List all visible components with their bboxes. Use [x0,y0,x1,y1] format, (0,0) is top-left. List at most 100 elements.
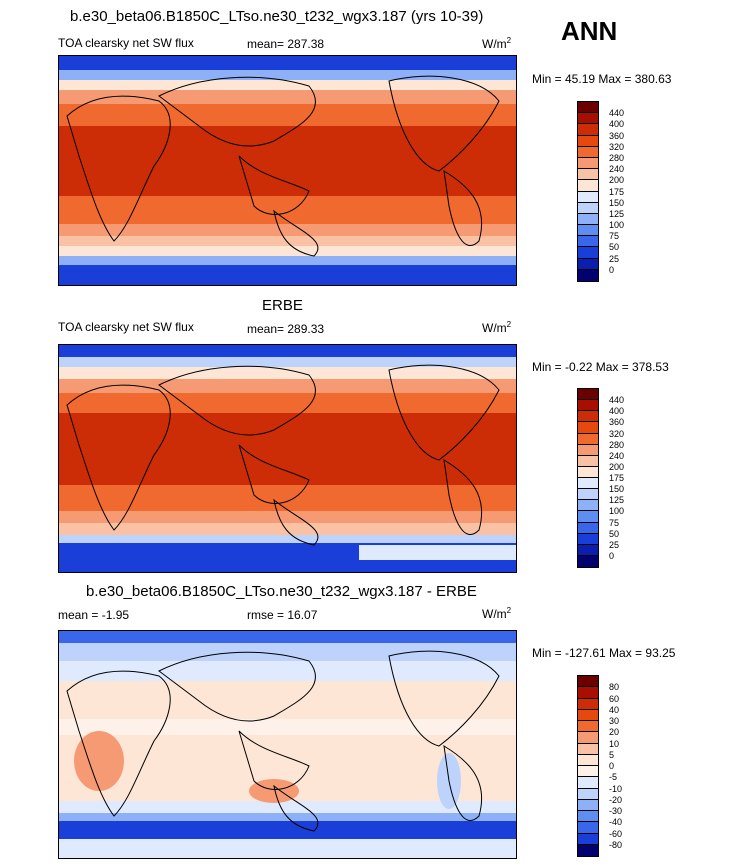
colorbar-tick-label: -5 [609,772,618,783]
colorbar-tick-label: 40 [609,704,620,715]
panel-minmax: Min = -0.22 Max = 378.53 [532,360,669,374]
colorbar-tick-label: 20 [609,727,620,738]
colorbar-tick-label: 80 [609,682,620,693]
panel-mean-label: mean= 287.38 [247,37,325,51]
panel-left-label: TOA clearsky net SW flux [58,36,194,50]
panel-minmax: Min = -127.61 Max = 93.25 [532,646,676,660]
colorbar-swatch [578,389,598,401]
colorbar-swatch [578,511,598,523]
colorbar-tick-label: 50 [609,242,620,253]
colorbar-tick-label: 25 [609,253,620,264]
colorbar-tick-label: 175 [609,473,625,483]
colorbar-swatch [578,721,598,733]
colorbar-tick-label: 360 [609,417,625,428]
colorbar-swatch [578,811,598,823]
colorbar-swatch [578,833,598,845]
panel-units: W/m2 [482,606,512,621]
colorbar-swatch [578,157,598,170]
colorbar-tick-label: 200 [609,175,625,186]
colorbar-swatch [578,269,598,281]
colorbar-tick-label: -10 [609,783,623,794]
colorbar-swatch [578,687,598,699]
colorbar-obs [577,388,599,568]
map-model [58,55,517,286]
colorbar-tick-label: 75 [609,231,620,242]
colorbar-tick-label: 125 [609,495,625,506]
panel-mean-label: mean= 289.33 [247,322,325,336]
colorbar-swatch [578,102,598,114]
colorbar-tick-label: 400 [609,406,625,417]
colorbar-tick-label: 150 [609,197,625,208]
colorbar-swatch [578,113,598,125]
colorbar-tick-label: 200 [609,461,625,472]
panel-minmax: Min = 45.19 Max = 380.63 [532,72,672,86]
colorbar-swatch [578,258,598,270]
colorbar-swatch [578,500,598,512]
colorbar-tick-label: 440 [609,108,625,119]
colorbar-swatch [578,433,598,445]
colorbar-swatch [578,400,598,412]
main-title: b.e30_beta06.B1850C_LTso.ne30_t232_wgx3.… [70,8,484,25]
colorbar-swatch [578,799,598,811]
colorbar-tick-label: 30 [609,716,620,726]
colorbar-swatch [578,788,598,800]
colorbar-tick-label: 125 [609,208,625,219]
colorbar-swatch [578,522,598,534]
panel-rmse-label: rmse = 16.07 [247,608,318,622]
colorbar-swatch [578,135,598,147]
colorbar-swatch [578,698,598,710]
colorbar-swatch [578,676,598,688]
colorbar-swatch [578,743,598,755]
colorbar-swatch [578,709,598,721]
colorbar-tick-label: 440 [609,395,625,406]
colorbar-tick-label: 400 [609,119,625,130]
colorbar-swatch [578,489,598,501]
panel-title: ERBE [262,297,303,314]
map-obs [58,344,517,573]
colorbar-tick-label: 25 [609,539,620,550]
colorbar-tick-label: -40 [609,817,623,828]
colorbar-swatch [578,124,598,136]
colorbar-swatch [578,455,598,467]
colorbar-swatch [578,533,598,545]
colorbar-swatch [578,466,598,478]
map-model-field [59,56,516,285]
colorbar-tick-label: 100 [609,506,625,517]
colorbar-swatch [578,444,598,456]
colorbar-tick-label: 50 [609,528,620,539]
colorbar-swatch [578,411,598,423]
map-obs-field [59,345,516,572]
colorbar-tick-label: 5 [609,749,615,760]
colorbar-swatch [578,777,598,789]
colorbar-swatch [578,202,598,214]
colorbar-tick-label: 0 [609,550,615,561]
colorbar-model [577,101,599,282]
colorbar-tick-label: 175 [609,186,625,197]
panel-title: b.e30_beta06.B1850C_LTso.ne30_t232_wgx3.… [86,583,477,600]
colorbar-tick-label: 240 [609,164,625,175]
colorbar-tick-label: -60 [609,828,623,839]
colorbar-swatch [578,555,598,567]
colorbar-tick-label: 0 [609,264,615,275]
colorbar-tick-label: -80 [609,839,623,850]
colorbar-tick-label: 360 [609,130,625,141]
panel-units: W/m2 [482,320,512,335]
panel-units: W/m2 [482,36,512,51]
colorbar-swatch [578,169,598,181]
panel-mean-label: mean = -1.95 [58,608,130,622]
colorbar-swatch [578,236,598,248]
colorbar-swatch [578,213,598,226]
colorbar-tick-label: 280 [609,152,625,163]
colorbar-swatch [578,225,598,237]
colorbar-tick-label: 280 [609,439,625,450]
colorbar-tick-label: 150 [609,484,625,495]
season-label: ANN [561,16,618,46]
coastlines [66,364,500,546]
colorbar-swatch [578,766,598,778]
colorbar-tick-label: -20 [609,794,623,805]
colorbar-swatch [578,422,598,434]
colorbar-diff [577,675,599,857]
colorbar-swatch [578,191,598,203]
colorbar-tick-label: -30 [609,806,623,816]
colorbar-swatch [578,478,598,490]
